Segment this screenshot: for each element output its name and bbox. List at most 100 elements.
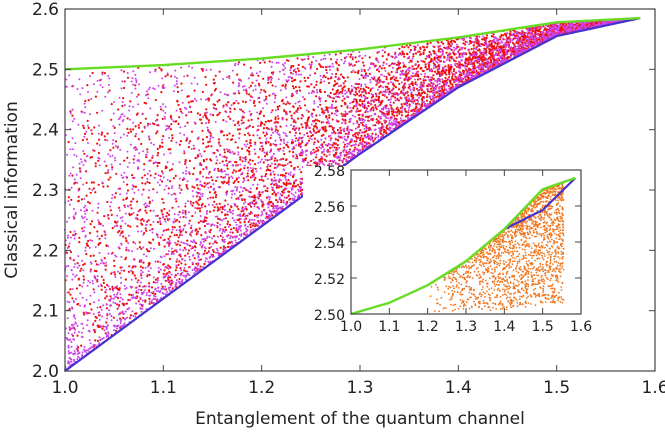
red-point [137,279,140,282]
red-point [174,120,177,123]
red-point [142,188,145,191]
red-point [69,250,72,254]
red-point [284,85,287,88]
red-point [144,117,147,120]
red-point [209,196,212,199]
red-point [226,222,229,226]
red-point [356,120,359,123]
red-point [412,108,415,111]
red-point [309,159,313,163]
red-point [239,221,242,224]
red-point [81,227,84,230]
red-point [398,47,401,50]
red-point [339,131,342,135]
red-point [336,138,339,141]
red-point [274,157,277,160]
red-point [306,120,309,123]
red-point [134,277,137,280]
red-point [357,86,360,89]
red-point [154,278,158,281]
violet-point [292,118,295,121]
red-point [242,177,245,180]
red-point [161,180,164,183]
red-point [180,82,183,85]
red-point [274,118,277,121]
violet-point [446,58,448,61]
red-point [180,188,183,191]
red-point [234,141,237,144]
red-point [207,119,211,122]
red-point [137,138,140,141]
red-point [177,240,180,243]
red-point [101,131,104,134]
violet-point [128,118,131,121]
violet-point [137,288,140,291]
red-point [367,128,371,131]
red-point [324,127,327,130]
red-point [331,100,334,103]
red-point [293,112,296,115]
red-point [69,288,72,291]
violet-point [266,76,269,79]
red-point [350,71,353,74]
red-point [265,172,268,176]
red-point [226,167,229,170]
red-point [208,242,211,245]
red-point [185,185,188,188]
violet-point [73,153,76,156]
red-point [77,302,80,306]
red-point [71,174,74,177]
violet-point [69,148,72,151]
red-point [144,182,147,185]
red-point [127,131,130,134]
red-point [105,307,108,310]
violet-point [432,67,435,70]
red-point [493,45,496,48]
violet-point [240,79,243,82]
red-point [331,144,334,147]
red-point [87,126,90,130]
red-point [90,129,93,132]
red-point [140,288,143,292]
red-point [145,229,148,232]
red-point [239,158,242,161]
red-point [417,91,420,94]
red-point [179,267,182,270]
red-point [245,188,248,192]
red-point [296,57,299,60]
red-point [156,147,159,151]
red-point [401,45,404,48]
violet-point [404,107,407,110]
red-point [268,94,271,97]
red-point [264,155,267,158]
red-point [357,72,360,75]
red-point [101,327,104,330]
violet-point [135,95,138,98]
red-point [247,119,250,122]
red-point [106,314,109,317]
red-point [224,213,227,216]
red-point [127,224,130,227]
red-point [437,70,440,73]
red-point [381,55,384,58]
red-point [191,215,194,218]
red-point [429,60,432,63]
red-point [309,65,312,69]
red-point [324,130,327,133]
red-point [307,85,310,88]
violet-point [71,333,73,336]
red-point [419,77,422,80]
violet-point [102,262,105,264]
red-point [163,218,167,221]
red-point [178,210,181,214]
red-point [484,58,487,62]
red-point [107,217,110,220]
violet-point [299,181,302,183]
violet-point [394,111,397,114]
red-point [301,126,304,129]
violet-point [83,197,86,200]
red-point [77,195,80,198]
red-point [91,71,94,75]
violet-point [333,112,336,115]
red-point [313,125,316,128]
